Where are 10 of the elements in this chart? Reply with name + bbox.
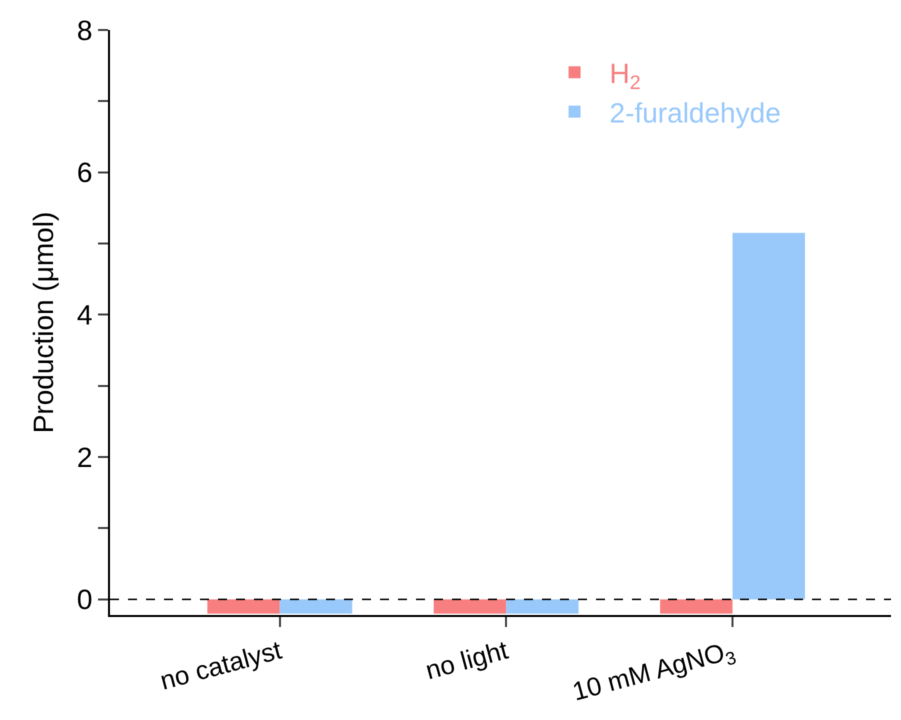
x-tick-label: no catalyst xyxy=(156,634,286,696)
y-tick-label: 6 xyxy=(76,157,92,188)
legend-label: H$_{2}$ xyxy=(610,58,641,94)
y-axis-title: Production (μmol) xyxy=(28,212,60,434)
y-tick-label: 4 xyxy=(76,299,92,330)
y-tick-label: 2 xyxy=(76,442,92,473)
legend-label: 2-furaldehyde xyxy=(610,98,781,129)
x-tick-label: no light xyxy=(422,634,512,686)
y-tick-label: 8 xyxy=(76,14,92,46)
y-tick-label: 0 xyxy=(76,584,92,616)
